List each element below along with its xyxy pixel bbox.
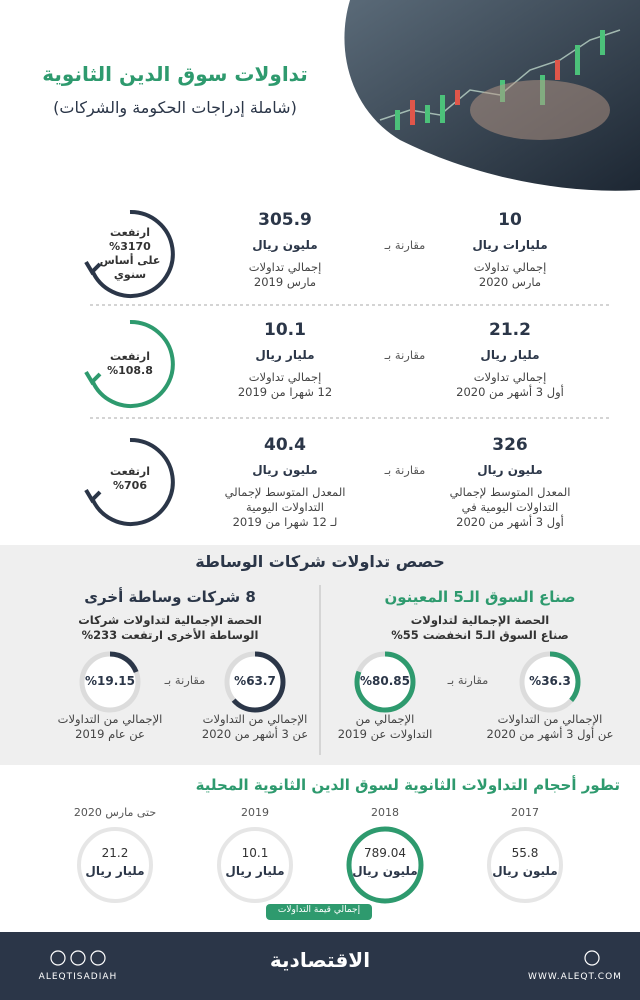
previous-value: 40.4: [264, 435, 306, 455]
share-label: %80.85: [360, 674, 410, 688]
donut-arc: [354, 651, 416, 713]
previous-label: إجمالي تداولات 12 شهرا من 2019: [237, 370, 333, 399]
change-ring: [84, 209, 175, 526]
year-period: 2018: [371, 806, 399, 819]
year-value: 10.1: [241, 846, 269, 860]
group-note: الحصة الإجمالية لتداولات صناع السوق الـ5…: [391, 613, 569, 642]
share-caption: الإجمالي من التداولات عن 2019: [337, 712, 433, 741]
donut-arc: [79, 651, 141, 713]
social-icons: [50, 950, 600, 966]
donut-arc: [224, 651, 286, 713]
current-label: المعدل المتوسط لإجمالي التداولات اليومية…: [449, 485, 571, 529]
year-unit: مليون ريال: [352, 864, 418, 878]
change-label: ارتفعت %108.8: [107, 350, 153, 377]
current-unit: مليارات ريال: [472, 238, 548, 252]
current-unit: مليون ريال: [477, 463, 543, 477]
website: WWW.ALEQT.COM: [528, 972, 622, 982]
previous-unit: مليون ريال: [252, 238, 318, 252]
year-value: 21.2: [101, 846, 129, 860]
year-unit: مليار ريال: [85, 864, 145, 878]
footer-bg: [0, 932, 640, 1000]
legend: إجمالي قيمة التداولات: [277, 905, 361, 915]
share-label: %63.7: [234, 674, 276, 688]
change-label: ارتفعت %706: [109, 465, 150, 492]
social-handle: ALEQTISADIAH: [38, 972, 118, 982]
year-period: 2017: [511, 806, 539, 819]
section-title: تطور أحجام التداولات الثانوية لسوق الدين…: [195, 776, 620, 794]
current-value: 21.2: [489, 320, 531, 340]
year-period: 2019: [241, 806, 269, 819]
year-value: 55.8: [511, 846, 539, 860]
year-unit: مليون ريال: [492, 864, 558, 878]
previous-unit: مليار ريال: [255, 348, 315, 362]
subtitle: (شاملة إدراجات الحكومة والشركات): [53, 98, 297, 117]
change-label: ارتفعت %3170 على أساس سنوي: [99, 226, 161, 281]
current-label: إجمالي تداولات أول 3 أشهر من 2020: [456, 370, 564, 399]
current-label: إجمالي تداولات مارس 2020: [473, 260, 547, 289]
share-caption: الإجمالي من التداولات عن عام 2019: [57, 712, 163, 741]
title: تداولات سوق الدين الثانوية: [42, 62, 308, 86]
previous-label: إجمالي تداولات مارس 2019: [248, 260, 322, 289]
share-caption: الإجمالي من التداولات عن أول 3 أشهر من 2…: [486, 712, 614, 741]
donut-arc: [519, 651, 581, 713]
share-caption: الإجمالي من التداولات عن 3 أشهر من 2020: [201, 712, 309, 741]
compare-label: مقارنة بـ: [384, 238, 426, 252]
group-note: الحصة الإجمالية لتداولات شركات الوساطة ا…: [78, 613, 262, 642]
share-label: %36.3: [529, 674, 571, 688]
previous-value: 305.9: [258, 210, 312, 230]
compare-label: مقارنة بـ: [384, 348, 426, 362]
compare-label: مقارنة بـ: [164, 673, 206, 687]
group-heading: 8 شركات وساطة أخرى: [84, 588, 256, 606]
previous-value: 10.1: [264, 320, 306, 340]
current-value: 10: [498, 210, 522, 230]
section-title: حصص تداولات شركات الوساطة: [195, 552, 445, 571]
compare-label: مقارنة بـ: [447, 673, 489, 687]
share-label: %19.15: [85, 674, 135, 688]
brand: الاقتصادية: [269, 948, 371, 972]
current-value: 326: [492, 435, 528, 455]
year-unit: مليار ريال: [225, 864, 285, 878]
year-rings: [77, 826, 563, 904]
year-value: 789.04: [364, 846, 406, 860]
header-image: [395, 30, 610, 140]
previous-unit: مليون ريال: [252, 463, 318, 477]
legend-pill: [266, 904, 372, 920]
current-unit: مليار ريال: [480, 348, 540, 362]
previous-label: المعدل المتوسط لإجمالي التداولات اليومية…: [224, 485, 346, 529]
year-period: حتى مارس 2020: [73, 806, 157, 819]
group-heading: صناع السوق الـ5 المعينون: [384, 588, 576, 606]
compare-label: مقارنة بـ: [384, 463, 426, 477]
